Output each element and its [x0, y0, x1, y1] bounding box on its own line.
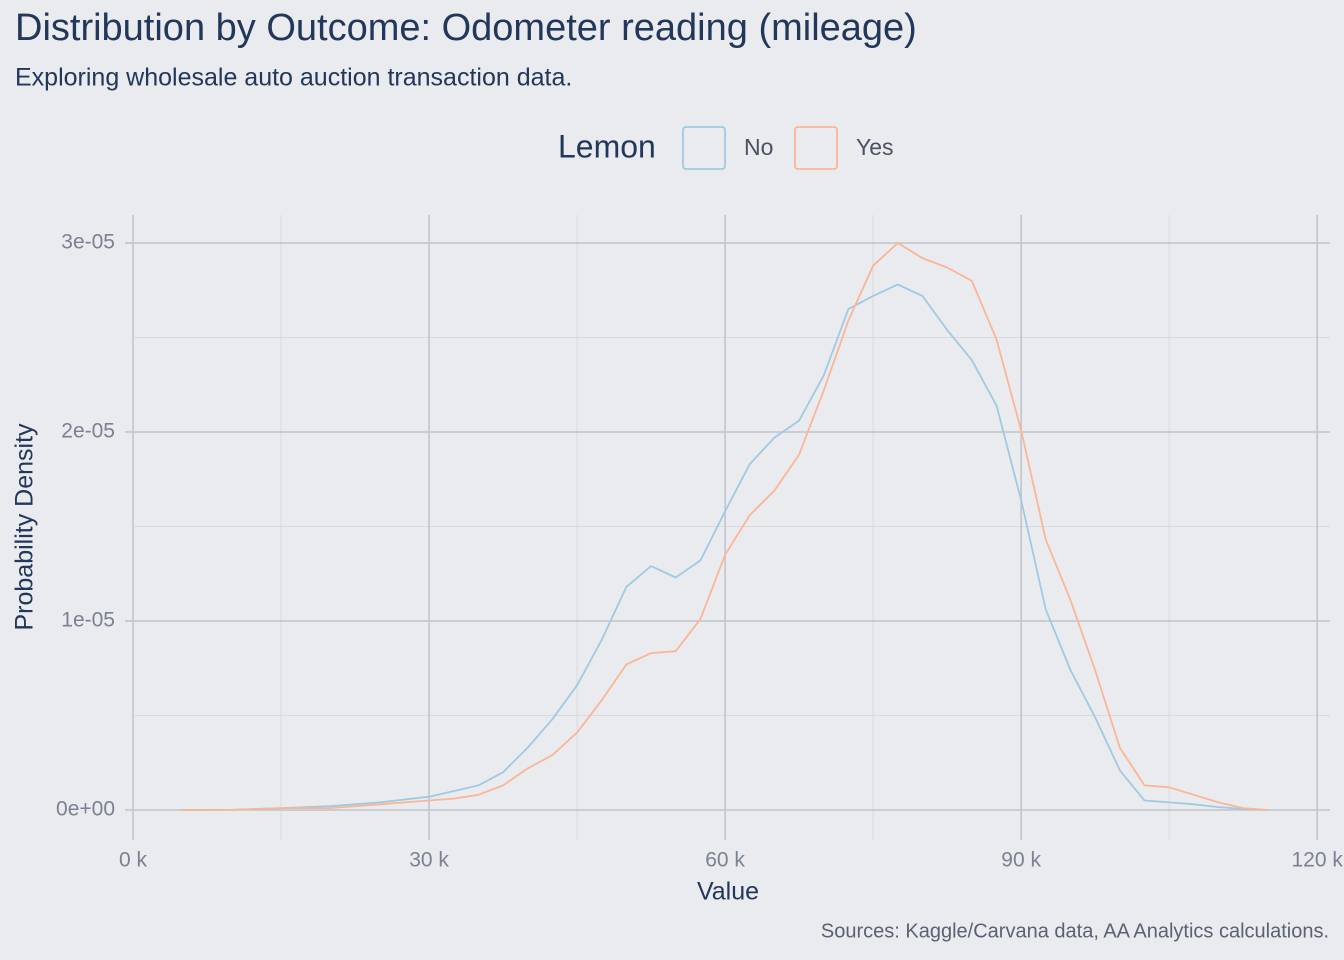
chart-subtitle: Exploring wholesale auto auction transac… — [15, 64, 572, 92]
x-axis-title: Value — [697, 878, 759, 906]
y-tick-label: 0e+00 — [56, 797, 115, 820]
y-tick-label: 3e-05 — [61, 231, 115, 254]
caption: Sources: Kaggle/Carvana data, AA Analyti… — [821, 920, 1329, 942]
legend-title: Lemon — [558, 128, 656, 164]
legend-key — [682, 126, 726, 170]
legend-label: No — [744, 134, 773, 160]
density-line — [182, 283, 1268, 811]
y-tick-label: 2e-05 — [61, 420, 115, 443]
y-axis-title: Probability Density — [11, 423, 39, 631]
chart-title: Distribution by Outcome: Odometer readin… — [15, 7, 917, 49]
x-tick-label: 60 k — [705, 849, 745, 872]
legend-key — [794, 126, 838, 170]
y-tick-label: 1e-05 — [61, 609, 115, 632]
legend-label: Yes — [856, 134, 894, 160]
x-tick-label: 30 k — [409, 849, 449, 872]
x-tick-label: 90 k — [1001, 849, 1041, 872]
x-tick-label: 120 k — [1291, 849, 1343, 872]
density-line — [182, 242, 1268, 811]
x-tick-label: 0 k — [119, 849, 148, 872]
